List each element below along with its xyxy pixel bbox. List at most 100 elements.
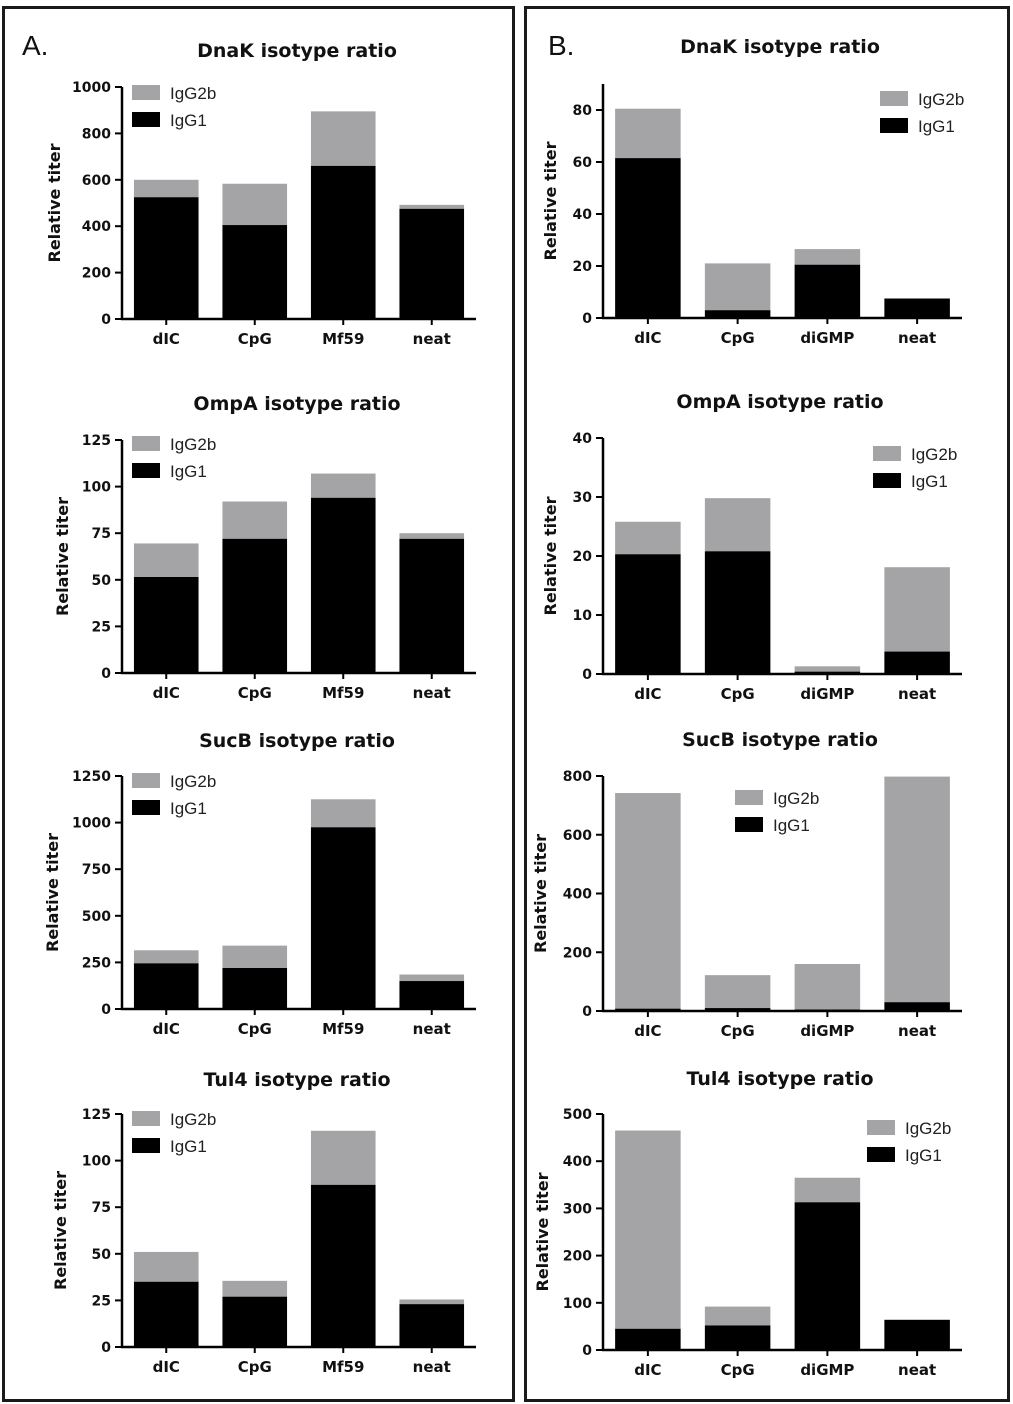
x-tick-label: neat bbox=[898, 1361, 936, 1379]
legend-swatch-igg2b bbox=[735, 790, 763, 805]
bar-igg2b-cpg bbox=[222, 1280, 288, 1297]
legend-label-igg2b: IgG2b bbox=[773, 789, 819, 808]
bar-igg2b-neat bbox=[399, 204, 465, 209]
y-tick-label: 1000 bbox=[72, 80, 111, 96]
bar-igg2b-neat bbox=[884, 567, 950, 652]
y-tick-label: 50 bbox=[92, 573, 112, 589]
y-tick-label: 400 bbox=[563, 887, 592, 903]
legend-label-igg2b: IgG2b bbox=[918, 90, 964, 109]
legend-swatch-igg2b bbox=[132, 85, 160, 100]
x-tick-label: neat bbox=[413, 684, 451, 702]
y-tick-label: 400 bbox=[563, 1154, 592, 1170]
y-tick-label: 0 bbox=[582, 667, 592, 683]
y-tick-label: 100 bbox=[82, 480, 111, 496]
bar-igg2b-cpg bbox=[222, 501, 288, 539]
bar-igg1-mf59 bbox=[310, 497, 376, 673]
legend-label-igg1: IgG1 bbox=[918, 117, 955, 136]
y-axis-label: Relative titer bbox=[45, 143, 64, 262]
chart-title: SucB isotype ratio bbox=[682, 729, 878, 751]
x-tick-label: dIC bbox=[634, 685, 661, 703]
bar-igg1-dic bbox=[615, 554, 681, 674]
panel-a-frame bbox=[2, 6, 515, 1402]
legend-swatch-igg1 bbox=[880, 118, 908, 133]
bar-igg2b-dic bbox=[133, 543, 199, 578]
chart-title: Tul4 isotype ratio bbox=[203, 1069, 390, 1091]
bar-igg2b-digmp bbox=[794, 666, 861, 672]
x-tick-label: CpG bbox=[238, 684, 272, 702]
y-tick-label: 75 bbox=[92, 526, 111, 542]
legend-label-igg1: IgG1 bbox=[170, 462, 207, 481]
legend-swatch-igg2b bbox=[867, 1120, 895, 1135]
legend-swatch-igg2b bbox=[880, 91, 908, 106]
y-tick-label: 300 bbox=[563, 1201, 592, 1217]
bar-igg1-neat bbox=[884, 651, 950, 674]
x-tick-label: CpG bbox=[721, 1022, 755, 1040]
y-tick-label: 500 bbox=[82, 909, 111, 925]
legend-label-igg1: IgG1 bbox=[905, 1146, 942, 1165]
legend-swatch-igg1 bbox=[867, 1147, 895, 1162]
y-tick-label: 10 bbox=[573, 608, 593, 624]
legend-swatch-igg2b bbox=[132, 1111, 160, 1126]
bar-igg1-cpg bbox=[704, 1325, 771, 1350]
y-tick-label: 0 bbox=[101, 1340, 111, 1356]
y-tick-label: 400 bbox=[82, 219, 111, 235]
panel-b-label: B. bbox=[548, 30, 575, 61]
legend-label-igg2b: IgG2b bbox=[170, 772, 216, 791]
bar-igg1-neat bbox=[399, 1304, 465, 1347]
bar-igg1-digmp bbox=[794, 1202, 861, 1350]
x-tick-label: Mf59 bbox=[322, 330, 364, 348]
x-tick-label: Mf59 bbox=[322, 684, 364, 702]
legend-label-igg2b: IgG2b bbox=[911, 445, 957, 464]
x-tick-label: dIC bbox=[634, 329, 661, 347]
legend-label-igg2b: IgG2b bbox=[905, 1119, 951, 1138]
x-tick-label: diGMP bbox=[800, 329, 854, 347]
chart-a-ompa: OmpA isotype ratio Relative titer dIC CpG Mf… bbox=[53, 393, 476, 702]
x-tick-label: neat bbox=[898, 329, 936, 347]
x-tick-label: CpG bbox=[238, 330, 272, 348]
legend-swatch-igg2b bbox=[873, 446, 901, 461]
y-tick-label: 20 bbox=[573, 549, 593, 565]
y-tick-label: 125 bbox=[82, 433, 111, 449]
bar-igg1-mf59 bbox=[310, 827, 376, 1009]
bar-igg1-cpg bbox=[222, 1296, 288, 1347]
chart-title: OmpA isotype ratio bbox=[193, 393, 400, 415]
chart-a-tul4: Tul4 isotype ratio Relative titer dIC CpG Mf… bbox=[51, 1069, 476, 1376]
y-tick-label: 125 bbox=[82, 1107, 111, 1123]
bar-igg2b-digmp bbox=[794, 964, 861, 1010]
y-tick-label: 30 bbox=[573, 490, 593, 506]
bar-igg2b-digmp bbox=[794, 1177, 861, 1203]
y-tick-label: 250 bbox=[82, 955, 111, 971]
chart-a-sucb: SucB isotype ratio Relative titer dIC CpG Mf… bbox=[43, 730, 476, 1038]
y-tick-label: 200 bbox=[563, 945, 592, 961]
legend-label-igg2b: IgG2b bbox=[170, 84, 216, 103]
legend-label-igg1: IgG1 bbox=[773, 816, 810, 835]
x-tick-label: neat bbox=[898, 1022, 936, 1040]
x-tick-label: neat bbox=[413, 1020, 451, 1038]
y-tick-label: 0 bbox=[101, 1002, 111, 1018]
bar-igg2b-cpg bbox=[222, 945, 288, 968]
bar-igg2b-cpg bbox=[222, 183, 288, 226]
y-tick-label: 20 bbox=[573, 259, 593, 275]
bar-igg1-cpg bbox=[704, 1008, 771, 1011]
y-tick-label: 0 bbox=[101, 312, 111, 328]
bar-igg1-dic bbox=[133, 577, 199, 673]
bar-igg1-mf59 bbox=[310, 1184, 376, 1347]
panel-a-label: A. bbox=[22, 30, 49, 61]
x-tick-label: neat bbox=[413, 1358, 451, 1376]
x-tick-label: Mf59 bbox=[322, 1020, 364, 1038]
bar-igg2b-cpg bbox=[704, 1306, 771, 1326]
x-tick-label: neat bbox=[898, 685, 936, 703]
y-axis-label: Relative titer bbox=[541, 496, 560, 615]
y-tick-label: 800 bbox=[82, 126, 111, 142]
x-tick-label: dIC bbox=[153, 330, 180, 348]
chart-b-dnak: DnaK isotype ratio Relative titer dIC CpG di… bbox=[541, 36, 964, 347]
y-tick-label: 800 bbox=[563, 769, 592, 785]
x-tick-label: dIC bbox=[153, 1020, 180, 1038]
bar-igg2b-dic bbox=[615, 108, 681, 159]
x-tick-label: dIC bbox=[153, 684, 180, 702]
y-tick-label: 80 bbox=[573, 103, 593, 119]
bar-igg1-neat bbox=[884, 1319, 950, 1350]
legend-swatch-igg1 bbox=[132, 800, 160, 815]
x-tick-label: CpG bbox=[721, 329, 755, 347]
bar-igg1-neat bbox=[399, 981, 465, 1009]
